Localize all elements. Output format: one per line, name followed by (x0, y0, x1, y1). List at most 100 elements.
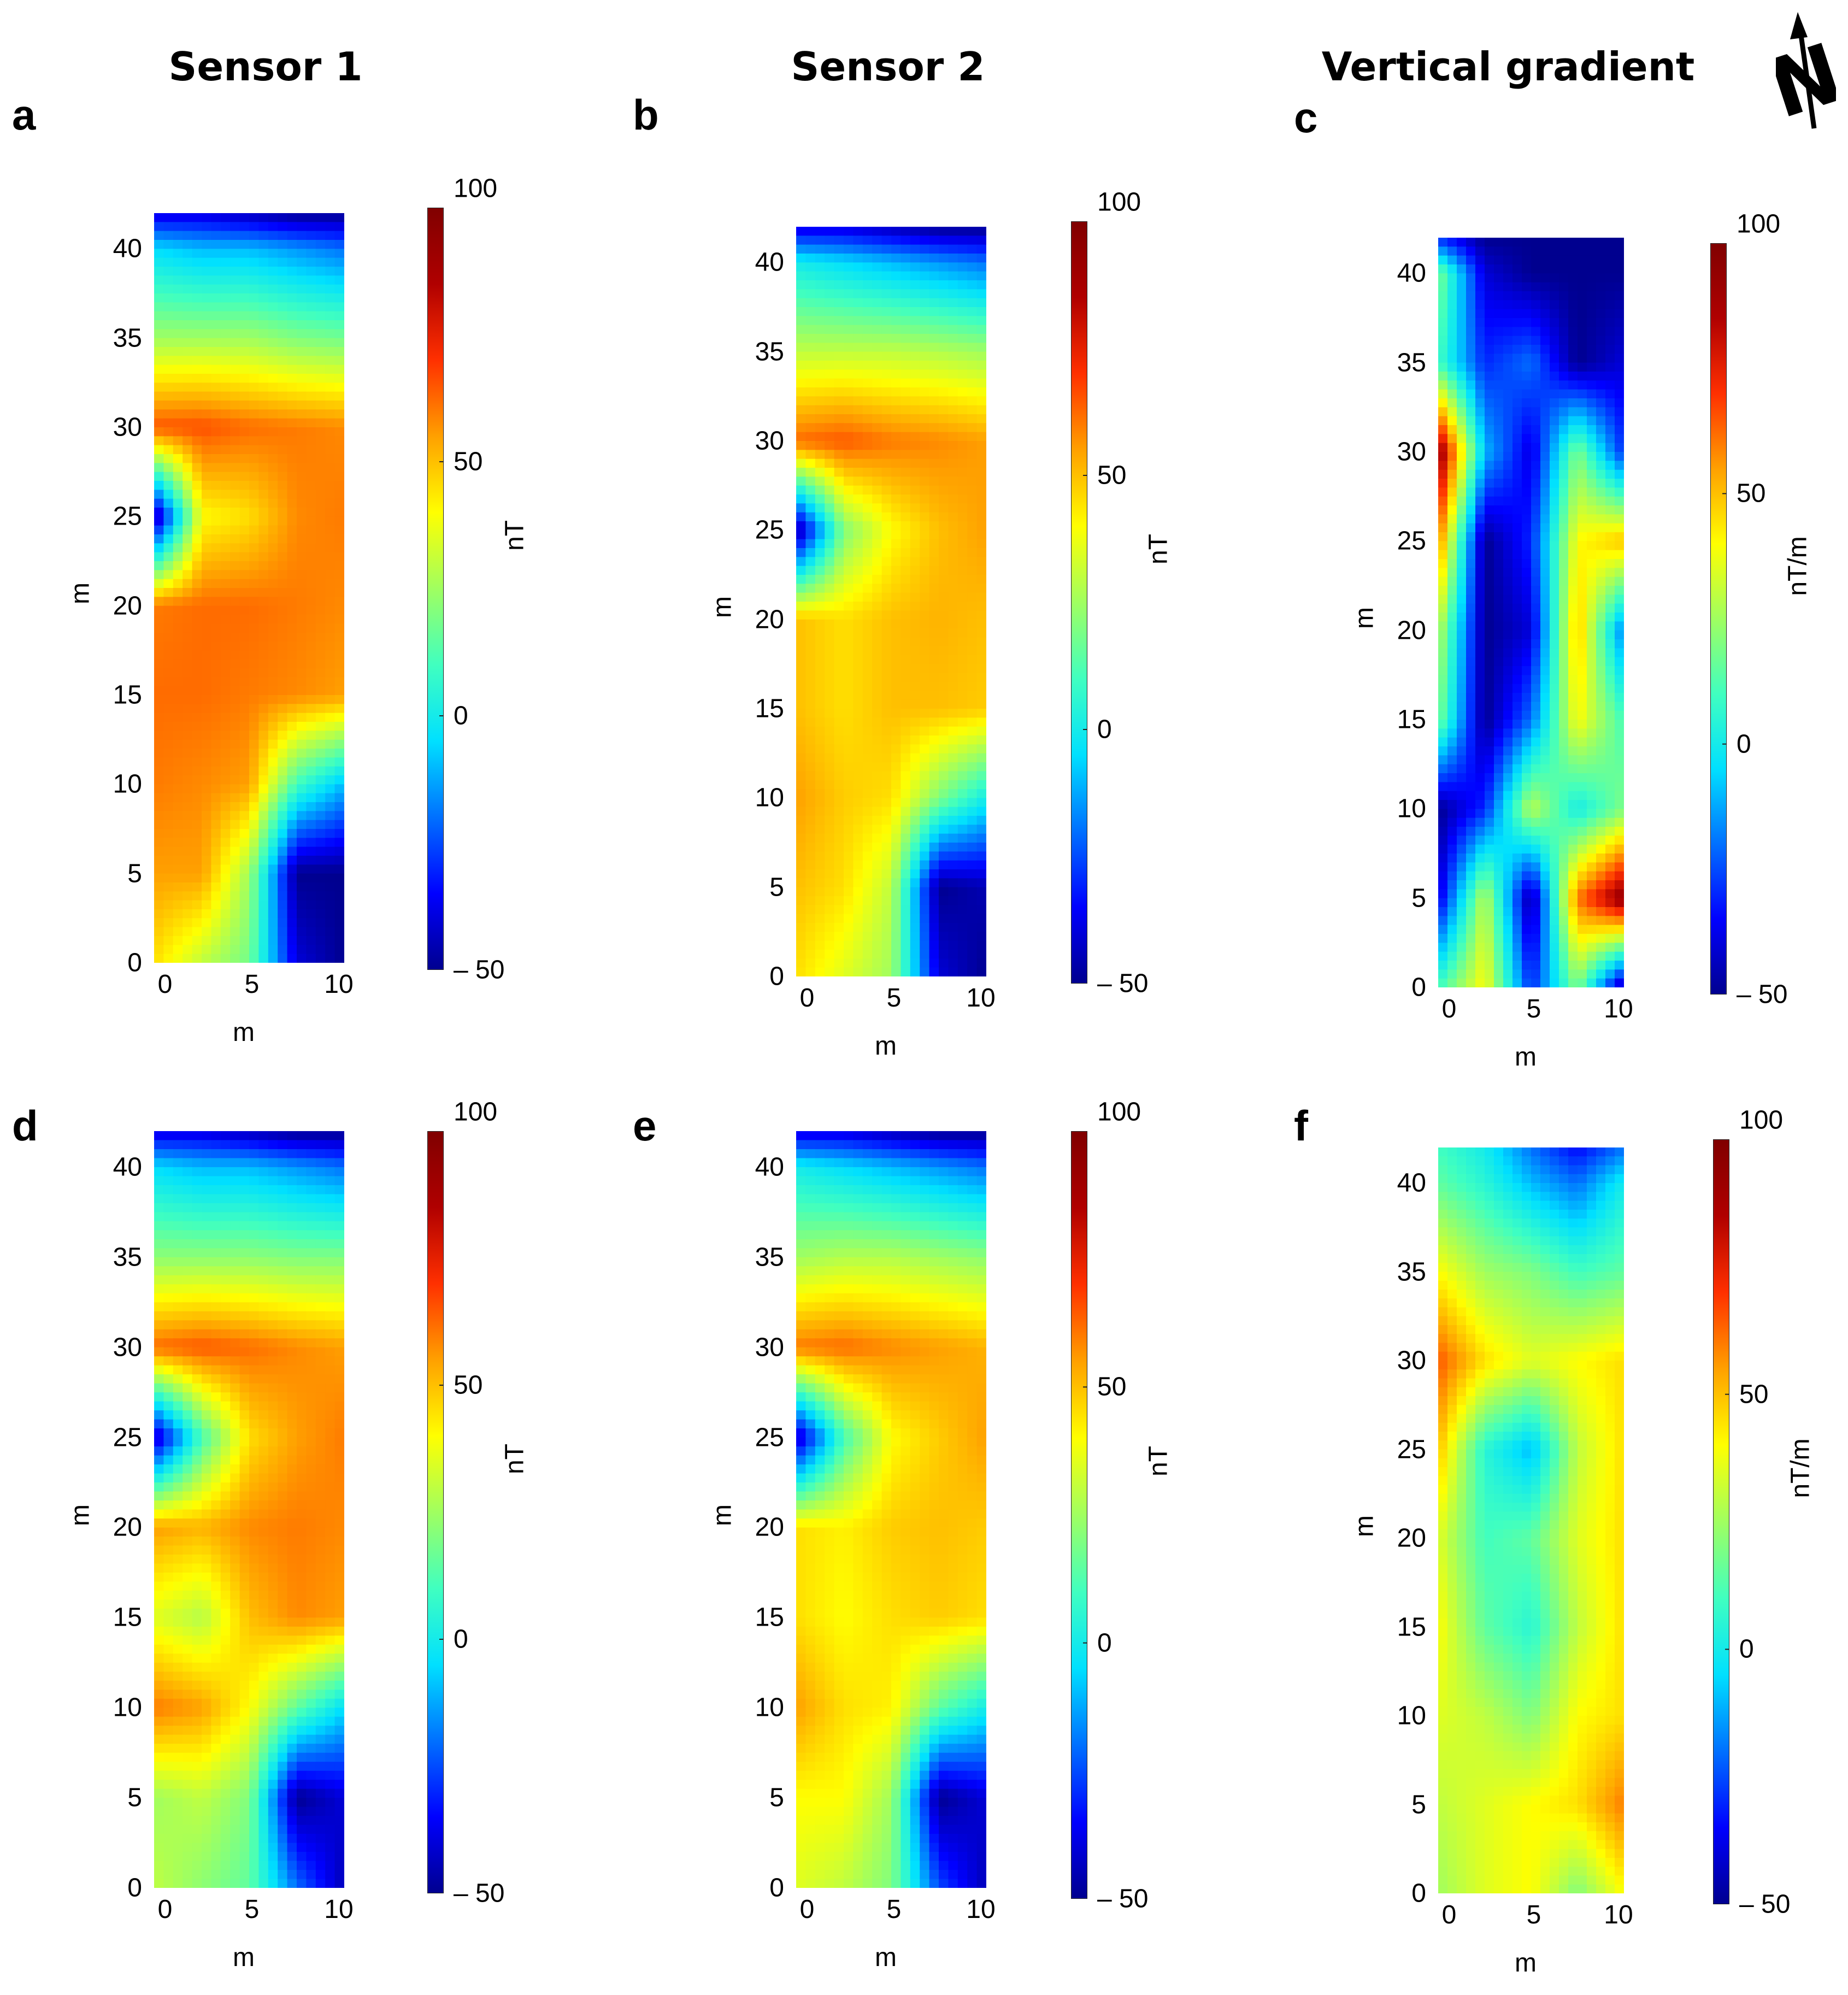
heatmap-cell (297, 856, 307, 865)
heatmap-cell (306, 686, 316, 696)
heatmap-cell (901, 878, 911, 888)
heatmap-cell (192, 811, 202, 821)
heatmap-cell (853, 361, 863, 370)
heatmap-cell (1447, 889, 1457, 899)
heatmap-cell (1568, 479, 1578, 488)
heatmap-cell (249, 320, 259, 329)
heatmap-cell (1466, 791, 1476, 801)
heatmap-cell (844, 307, 854, 316)
heatmap-cell (1475, 630, 1485, 640)
heatmap-cell (163, 632, 174, 642)
heatmap-cell (268, 436, 278, 446)
heatmap-cell (1568, 684, 1578, 693)
heatmap-cell (796, 628, 806, 638)
heatmap-cell (202, 249, 211, 258)
heatmap-cell (901, 244, 911, 254)
heatmap-cell (297, 257, 307, 267)
heatmap-cell (805, 780, 816, 790)
heatmap-cell (163, 909, 174, 919)
heatmap-cell (929, 495, 939, 504)
heatmap-cell (1438, 648, 1448, 658)
heatmap-cell (239, 757, 250, 767)
heatmap-cell (173, 391, 183, 401)
heatmap-cell (306, 516, 316, 526)
heatmap-cell (1485, 844, 1494, 854)
heatmap-cell (163, 820, 174, 829)
heatmap-cell (929, 432, 939, 442)
heatmap-cell (325, 418, 336, 428)
heatmap-cell (1596, 684, 1606, 693)
heatmap-cell (957, 548, 968, 557)
heatmap-cell (939, 307, 949, 316)
heatmap-cell (1596, 273, 1606, 283)
heatmap-cell (1559, 541, 1569, 551)
heatmap-cell (957, 227, 968, 236)
heatmap-cell (1466, 844, 1476, 854)
heatmap-cell (957, 958, 968, 968)
heatmap-cell (268, 632, 278, 642)
heatmap-cell (1485, 264, 1494, 274)
heatmap-cell (825, 798, 835, 808)
heatmap-cell (891, 709, 901, 718)
heatmap-cell (910, 691, 920, 701)
heatmap-cell (1605, 238, 1615, 247)
heatmap-cell (1475, 889, 1485, 899)
heatmap-cell (325, 695, 336, 704)
heatmap-cell (1615, 523, 1624, 533)
heatmap-cell (1503, 309, 1513, 319)
heatmap-cell (1596, 710, 1606, 720)
heatmap-cell (220, 374, 231, 383)
heatmap-cell (1438, 639, 1448, 649)
heatmap-cell (1438, 675, 1448, 685)
heatmap-cell (334, 597, 344, 607)
heatmap-cell (268, 900, 278, 910)
heatmap-cell (211, 811, 221, 821)
heatmap-cell (1466, 648, 1476, 658)
heatmap-cell (202, 713, 211, 722)
heatmap-cell (825, 548, 835, 557)
heatmap-cell (1587, 710, 1597, 720)
heatmap-cell (891, 262, 901, 272)
heatmap-cell (805, 289, 816, 299)
heatmap-cell (1605, 550, 1615, 560)
heatmap-cell (154, 445, 164, 455)
heatmap-cell (844, 691, 854, 701)
heatmap-cell (881, 851, 892, 861)
heatmap-cell (230, 659, 240, 669)
heatmap-cell (163, 418, 174, 428)
heatmap-cell (1494, 336, 1504, 345)
heatmap-cell (834, 351, 844, 361)
heatmap-cell (154, 222, 164, 232)
heatmap-cell (202, 525, 211, 535)
heatmap-cell (1596, 362, 1606, 372)
heatmap-cell (862, 396, 873, 406)
heatmap-cell (154, 275, 164, 285)
heatmap-cell (976, 548, 986, 557)
heatmap-cell (948, 726, 958, 736)
heatmap-cell (173, 642, 183, 651)
heatmap-cell (853, 789, 863, 798)
heatmap-cell (268, 490, 278, 499)
heatmap-cell (853, 298, 863, 308)
heatmap-cell (815, 780, 825, 790)
heatmap-cell (211, 793, 221, 803)
heatmap-cell (929, 923, 939, 932)
heatmap-cell (1522, 505, 1532, 515)
heatmap-cell (825, 646, 835, 656)
heatmap-cell (268, 364, 278, 374)
heatmap-cell (1466, 630, 1476, 640)
heatmap-cell (920, 503, 930, 513)
heatmap-cell (929, 735, 939, 745)
heatmap-cell (891, 539, 901, 549)
heatmap-cell (910, 905, 920, 915)
heatmap-cell (805, 691, 816, 701)
heatmap-cell (891, 334, 901, 343)
heatmap-cell (910, 557, 920, 567)
heatmap-cell (1550, 809, 1559, 819)
heatmap-cell (1438, 854, 1448, 863)
heatmap-cell (957, 753, 968, 763)
heatmap-cell (1512, 934, 1522, 943)
heatmap-cell (154, 525, 164, 535)
heatmap-cell (948, 262, 958, 272)
heatmap-cell (1466, 416, 1476, 426)
